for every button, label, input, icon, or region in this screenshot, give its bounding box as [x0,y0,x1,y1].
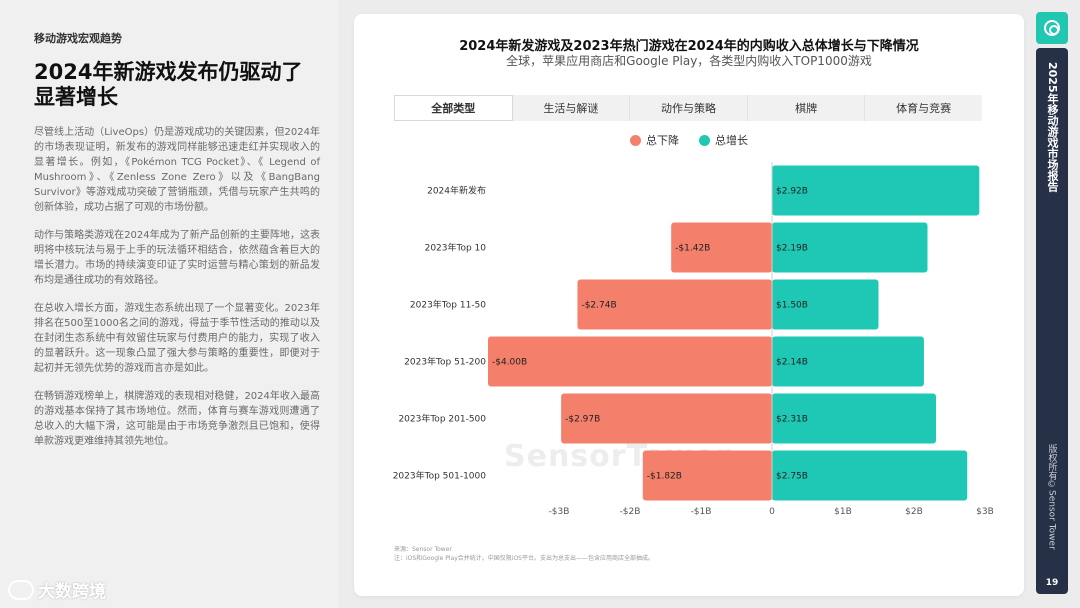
growth-bar [772,165,980,216]
chart-legend: 总下降 总增长 [354,132,1024,148]
decline-bar [642,450,772,501]
decline-data-label: -$2.97B [565,415,600,425]
tab-3[interactable]: 棋牌 [748,95,866,121]
page-headline: 2024年新游戏发布仍驱动了显著增长 [34,60,303,109]
diverging-bar-chart: 2024年新发布 $2.92B 2023年Top 10 -$1.42B $2.19B 20… [393,162,994,517]
report-side-strip: 2025年移动游戏市场报告 版权所有©Sensor Tower 19 [1036,48,1068,594]
tab-2[interactable]: 动作与策略 [630,95,748,121]
decline-data-label: -$2.74B [581,301,616,311]
note-line: 注：iOS和Google Play合并统计。中国仅限iOS平台。支出为总支出——… [394,555,654,562]
legend-dot-decline [630,134,641,146]
x-tick-label: -$2B [620,507,641,517]
growth-bar [772,393,937,444]
decline-bar [577,279,772,330]
growth-bar [772,450,968,501]
body-paragraph-2: 动作与策略类游戏在2024年成为了新产品创新的主要阵地，这表明将中核玩法与易于上… [34,230,320,286]
brand-watermark: 大数跨境 [8,577,106,602]
sensor-tower-logo [1036,12,1068,44]
decline-data-label: -$4.00B [492,358,527,368]
growth-data-label: $2.14B [776,358,808,368]
brand-logo-icon [8,579,34,600]
chart-subtitle: 全球，苹果应用商店和Google Play，各类型内购收入TOP1000游戏 [506,54,872,68]
copyright-text: 版权所有©Sensor Tower [1046,444,1057,550]
page-number: 19 [1045,578,1059,588]
chart-title: 2024年新发游戏及2023年热门游戏在2024年的内购收入总体增长与下降情况 [459,39,919,54]
tab-4[interactable]: 体育与竞赛 [896,102,952,115]
growth-data-label: $2.92B [776,187,808,197]
legend-item-decline: 总下降 [630,132,679,148]
x-tick-label: -$1B [691,507,712,517]
decline-bar [561,393,772,444]
source-line: 来源：Sensor Tower [394,546,452,553]
x-tick-label: $2B [905,507,923,517]
legend-label-growth: 总增长 [715,134,748,147]
growth-bar [772,336,924,387]
category-label: 2024年新发布 [427,185,486,197]
legend-item-growth: 总增长 [699,132,748,148]
source-note: 来源：Sensor Tower 注：iOS和Google Play合并统计。中国… [394,545,654,563]
legend-dot-growth [699,134,710,146]
legend-label-decline: 总下降 [646,134,679,147]
section-kicker: 移动游戏宏观趋势 [34,32,122,45]
sensor-tower-logo-icon [1044,20,1060,36]
decline-data-label: -$1.42B [675,244,710,254]
growth-data-label: $2.75B [776,472,808,482]
category-label: 2023年Top 501-1000 [393,470,487,482]
growth-bar [772,279,879,330]
category-label: 2023年Top 51-200 [404,356,486,368]
report-title: 2025年移动游戏市场报告 [1046,62,1059,192]
decline-bar [671,222,772,273]
growth-bar [772,222,928,273]
tab-0[interactable]: 全部类型 [394,95,513,121]
growth-data-label: $2.19B [776,244,808,254]
genre-tabs: 全部类型 生活与解谜 动作与策略 棋牌 体育与竞赛 [394,95,982,121]
category-label: 2023年Top 201-500 [398,413,486,425]
growth-data-label: $1.50B [776,301,808,311]
body-paragraph-1: 尽管线上活动（LiveOps）仍是游戏成功的关键因素，但2024年的市场表现证明… [34,127,320,213]
left-text-panel: 移动游戏宏观趋势 2024年新游戏发布仍驱动了显著增长 尽管线上活动（LiveO… [0,0,338,608]
x-tick-label: $1B [834,507,852,517]
body-paragraph-3: 在总收入增长方面，游戏生态系统出现了一个显著变化。2023年排名在500至100… [34,303,320,374]
decline-data-label: -$1.82B [647,472,682,482]
chart-card: SensorTower 2024年新发游戏及2023年热门游戏在2024年的内购… [354,14,1024,596]
brand-name: 大数跨境 [38,582,106,602]
body-paragraph-4: 在畅销游戏榜单上，棋牌游戏的表现相对稳健，2024年收入最高的游戏基本保持了其市… [34,391,320,447]
decline-bar [488,336,772,387]
x-tick-label: $3B [976,507,994,517]
growth-data-label: $2.31B [776,415,808,425]
x-tick-label: -$3B [549,507,570,517]
tab-1[interactable]: 生活与解谜 [513,95,631,121]
category-label: 2023年Top 11-50 [410,299,486,311]
x-tick-label: 0 [769,507,775,517]
category-label: 2023年Top 10 [425,242,487,254]
